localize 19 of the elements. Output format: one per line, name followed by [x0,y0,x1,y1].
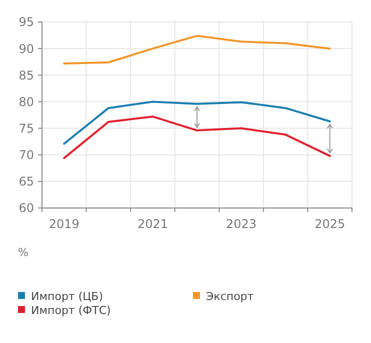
y-axis-title: % [18,246,28,259]
y-tick-label: 65 [18,174,34,189]
legend-label: Импорт (ЦБ) [31,290,104,303]
x-tick-label: 2025 [314,217,346,231]
y-tick-label: 90 [18,42,34,56]
y-tick-label: 60 [18,201,34,216]
x-tick-label: 2019 [48,217,80,231]
y-tick-label: 80 [18,94,34,109]
line-series [63,116,331,160]
x-tick-label: 2023 [226,217,257,231]
y-tick-label: 70 [18,148,34,162]
legend-label: Импорт (ФТС) [31,304,111,317]
legend-label: Экспорт [206,290,254,303]
y-tick-label: 85 [18,68,34,82]
line-series [63,34,331,64]
x-tick-label: 2021 [137,217,168,231]
y-tick-label: 95 [18,15,34,30]
line-series [63,100,331,145]
y-tick-label: 75 [18,121,34,136]
